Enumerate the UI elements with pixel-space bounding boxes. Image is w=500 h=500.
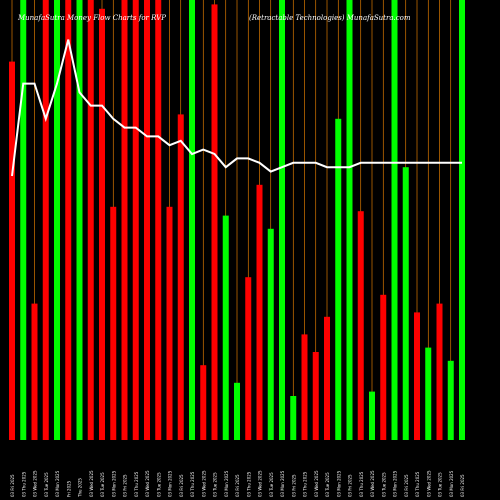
bar-red <box>42 0 49 440</box>
x-tick-label: 03 Tue 2025 <box>325 472 330 497</box>
bar-green <box>425 347 432 440</box>
bar-red <box>312 352 319 440</box>
bar-green <box>267 228 274 440</box>
x-tick-label: 03 Mon 2025 <box>336 470 341 497</box>
bar-red <box>166 206 173 440</box>
bar-green <box>391 0 398 440</box>
bar-red <box>87 0 94 440</box>
x-tick-label: 03 Tue 2025 <box>269 472 274 497</box>
bar-green <box>459 0 465 440</box>
chart-subtitle: (Retractable Technologies) MunafaSutra.c… <box>249 14 411 22</box>
bar-red <box>65 0 72 440</box>
x-tick-label: 03 Fri 2025 <box>235 474 240 497</box>
bar-green <box>369 391 375 440</box>
bar-red <box>177 114 184 441</box>
x-tick-label: 03 Fri 2025 <box>348 474 353 497</box>
bar-series <box>9 0 465 441</box>
x-tick-label: 03 Wed 2025 <box>201 470 206 497</box>
x-tick-label: 03 Mon 2025 <box>55 470 60 497</box>
x-tick-label: 03 Thu 2025 <box>246 471 251 497</box>
x-tick-label: 03 Wed 2025 <box>426 470 431 497</box>
bar-green <box>447 360 454 440</box>
bar-red <box>357 211 364 440</box>
x-tick-label: 03 Tue 2025 <box>438 472 443 497</box>
x-tick-label: 03 Wed 2025 <box>89 470 94 497</box>
x-tick-label: Fri 2025 <box>66 480 71 497</box>
bar-green <box>346 0 353 440</box>
bar-red <box>110 206 117 440</box>
x-tick-label: 03 Mon 2025 <box>449 470 454 497</box>
x-axis-labels: 03 Fri 2025 03 Thu 2025 03 Wed 2025 03 Tue … <box>10 470 465 498</box>
bar-green <box>290 396 297 440</box>
bar-red <box>256 184 263 440</box>
x-tick-label: 03 Wed 2025 <box>370 470 375 497</box>
x-tick-label: 03 Tue 2025 <box>44 472 49 497</box>
x-tick-label: 03 Fri 2025 <box>10 474 15 497</box>
bar-red <box>155 0 162 440</box>
bar-red <box>200 365 207 440</box>
x-tick-label: 03 Wed 2025 <box>258 470 263 497</box>
bar-red <box>324 316 330 440</box>
bar-red <box>121 0 128 440</box>
x-tick-label: 03 Thu 2025 <box>415 471 420 497</box>
x-tick-label: 03 Thu 2025 <box>303 471 308 497</box>
bar-green <box>54 0 60 440</box>
bar-red <box>414 312 420 440</box>
bar-green <box>20 0 27 440</box>
x-tick-label: Thu 2025 <box>78 478 83 498</box>
bar-red <box>380 294 387 440</box>
x-tick-label: 03 Wed 2025 <box>145 470 150 497</box>
x-tick-label: 03 Fri 2025 <box>179 474 184 497</box>
x-tick-label: 03 Mon 2025 <box>393 470 398 497</box>
money-flow-line <box>11 39 462 177</box>
x-tick-label: 03 Thu 2025 <box>134 471 139 497</box>
x-tick-label: 03 Tue 2025 <box>381 472 386 497</box>
bar-green <box>335 118 342 441</box>
bar-green <box>402 167 409 440</box>
x-tick-label: 03 Fri 2025 <box>291 474 296 497</box>
x-tick-label: 03 Tue 2025 <box>156 472 161 497</box>
x-tick-label: 03 Tue 2025 <box>100 472 105 497</box>
x-tick-label: 03 Thu 2025 <box>21 471 26 497</box>
bar-green <box>76 0 83 440</box>
bar-green <box>279 0 285 440</box>
bar-red <box>144 0 150 440</box>
bar-green <box>222 215 229 440</box>
bar-red <box>436 303 443 440</box>
bar-red <box>132 0 139 440</box>
x-tick-label: 03 Tue 2025 <box>213 472 218 497</box>
bar-red <box>31 303 38 440</box>
x-tick-label: 03 Mon 2025 <box>168 470 173 497</box>
x-tick-label: 03 Wed 2025 <box>33 470 38 497</box>
x-tick-label: 03 Fri 2025 <box>460 474 465 497</box>
x-tick-label: 03 Wed 2025 <box>314 470 319 497</box>
x-tick-label: 03 Fri 2025 <box>123 474 128 497</box>
chart-title: MunafaSutra Money Flow Charts for RVP <box>18 14 166 22</box>
bar-red <box>301 334 308 440</box>
bar-red <box>211 4 218 441</box>
bar-red <box>9 61 15 440</box>
bar-green <box>189 0 195 440</box>
x-tick-label: 03 Thu 2025 <box>190 471 195 497</box>
x-tick-label: 03 Fri 2025 <box>404 474 409 497</box>
x-tick-label: 03 Mon 2025 <box>280 470 285 497</box>
bar-green <box>234 382 240 440</box>
x-tick-label: 03 Thu 2025 <box>359 471 364 497</box>
x-tick-label: 03 Mon 2025 <box>111 470 116 497</box>
x-tick-label: 03 Mon 2025 <box>224 470 229 497</box>
bar-red <box>245 277 252 440</box>
bar-red <box>99 8 105 441</box>
